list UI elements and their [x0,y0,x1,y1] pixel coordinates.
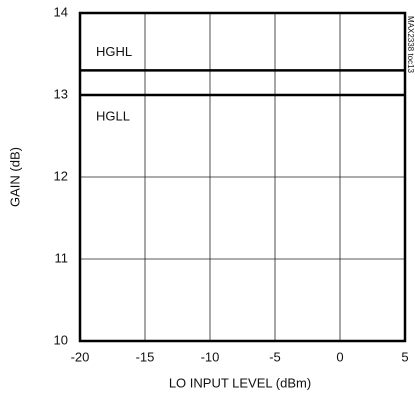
y-tick-label: 12 [54,168,68,183]
plot-frame [78,11,407,343]
y-tick-label: 14 [54,4,68,19]
x-tick-label: -15 [136,349,155,364]
series-label: HGHL [96,44,132,59]
y-tick-label: 13 [54,86,68,101]
y-tick-label: 11 [55,250,69,265]
x-tick-label: -20 [71,349,90,364]
x-tick-label: -10 [201,349,220,364]
x-tick-label: 5 [401,349,408,364]
y-tick-label: 10 [54,332,68,347]
x-tick-label: 0 [336,349,343,364]
annotation: MAX2338 toc13 [406,16,415,73]
series-label: HGLL [96,108,130,123]
y-axis-title: GAIN (dB) [7,147,22,207]
x-axis-title: LO INPUT LEVEL (dBm) [169,375,311,390]
x-tick-label: -5 [269,349,281,364]
